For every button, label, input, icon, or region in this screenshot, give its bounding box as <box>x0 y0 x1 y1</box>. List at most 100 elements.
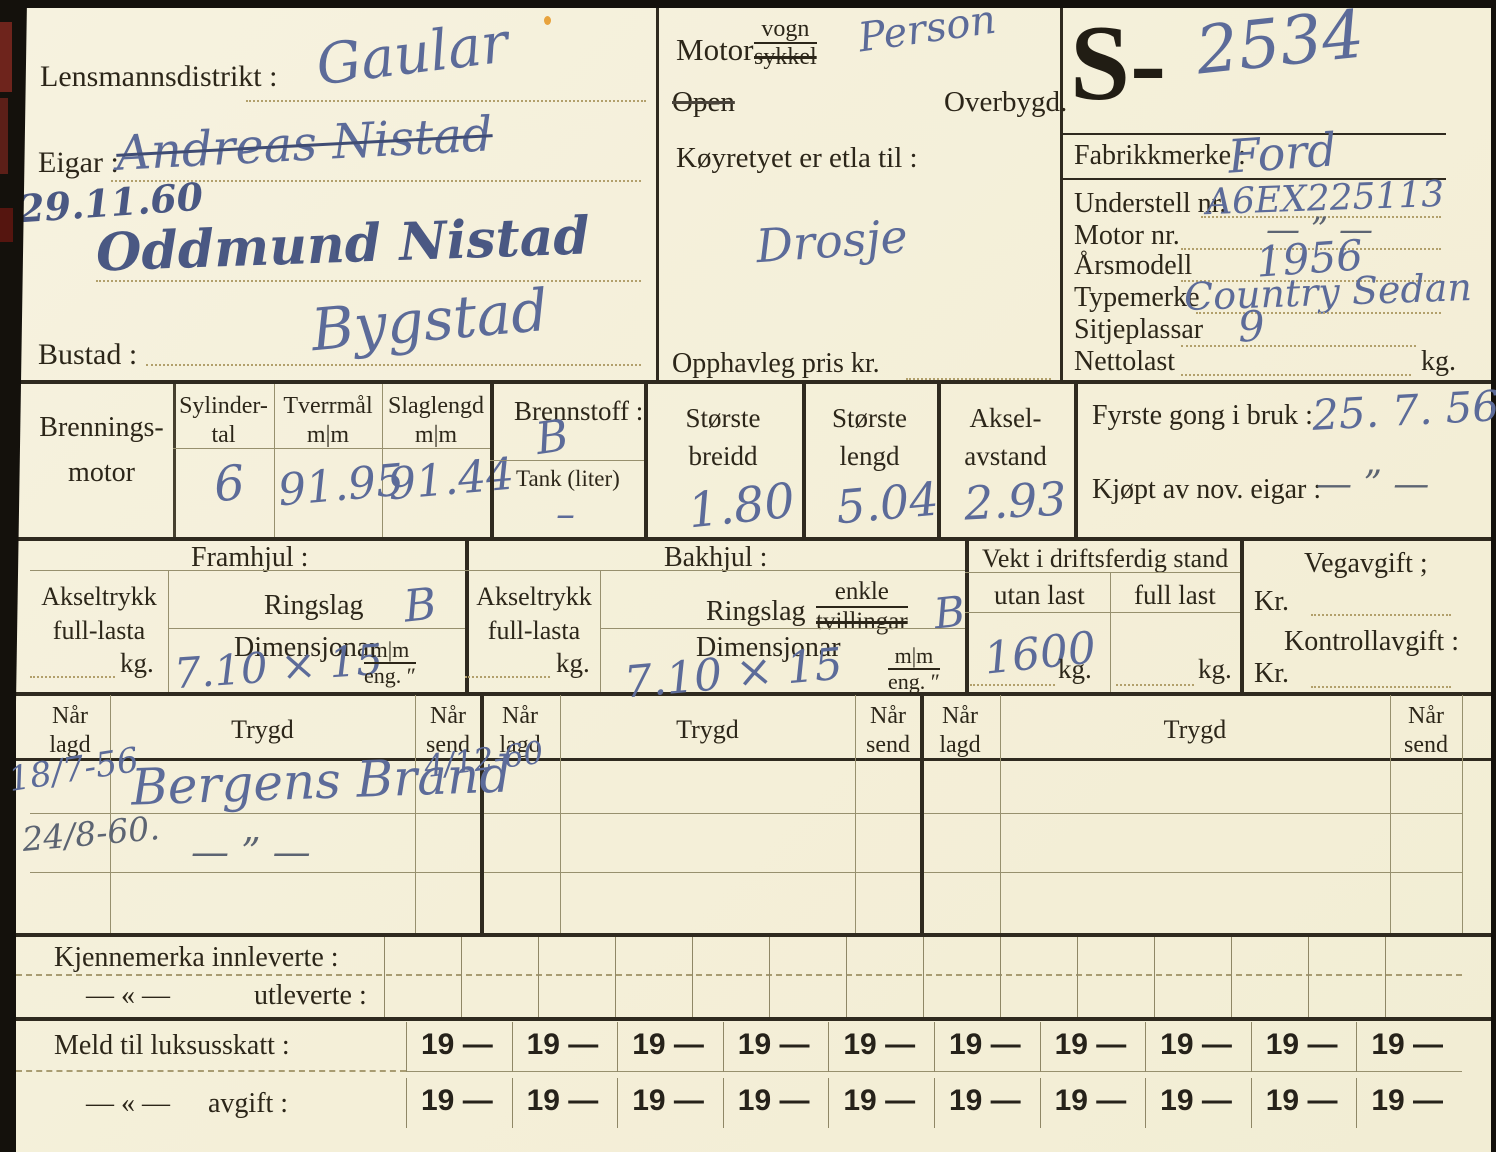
plates-returned-label: Kjennemerka innleverte : <box>54 942 339 973</box>
max-length-header-line2: lengd <box>839 440 900 471</box>
control-fee-kr: Kr. <box>1254 658 1289 689</box>
engine-header-rule <box>173 448 490 449</box>
insurance-g3-made-header: Når lagd <box>920 702 1000 760</box>
luxury-tax-year-cell: 19 — <box>406 1022 512 1072</box>
max-width-handwritten: 1.80 <box>685 472 798 540</box>
rear-ring-rule <box>600 628 965 629</box>
motor-label: Motor <box>676 32 754 67</box>
cylinder-header-line2: tal <box>211 421 236 448</box>
stroke-header: Slaglengd m|m <box>382 392 490 450</box>
luxury-tax-label: Meld til luksusskatt : <box>54 1030 290 1061</box>
first-use-handwritten: 25. 7. 56 <box>1310 381 1496 440</box>
ins-vl-7 <box>1000 695 1001 933</box>
front-axle-line1: Akseltrykk <box>41 582 157 611</box>
front-axle-line2: full-lasta <box>52 615 146 645</box>
max-width-header-line1: Største <box>685 403 761 433</box>
engine-vline-8 <box>1074 384 1078 537</box>
ins-vl-2 <box>415 695 416 933</box>
luxury-tax-year-cell: 19 — <box>1039 1022 1146 1072</box>
max-length-header-line1: Største <box>831 403 907 433</box>
bought-by-label: Kjøpt av nov. eigar : <box>1092 474 1322 505</box>
luxury-tax-year-cell: 19 — <box>1145 1022 1251 1072</box>
rear-ring-label: Ringslag <box>706 596 806 627</box>
full-load-rule <box>1110 612 1240 613</box>
tax-fee-year-cell: 19 — <box>1039 1078 1146 1128</box>
rear-axle-dotted <box>465 676 550 678</box>
max-width-header: Største breidd <box>644 400 802 476</box>
fuel-label: Brennstoff : <box>514 396 644 426</box>
stroke-header-line2: m|m <box>414 421 458 448</box>
front-ring-handwritten: B <box>401 578 439 633</box>
residence-label: Bustad : <box>38 338 138 371</box>
front-wheels-title: Framhjul : <box>191 542 309 573</box>
front-dim-handwritten: 7.10 × 15 <box>172 634 385 699</box>
engine-vline-2 <box>274 384 275 537</box>
rear-mm-label: m|m <box>888 643 940 671</box>
g2-nar2: Når <box>870 703 906 729</box>
price-dotted-line <box>906 378 1051 380</box>
id-rule-1 <box>1060 133 1446 135</box>
rear-wheels-title: Bakhjul : <box>664 542 768 573</box>
plates-ditto: — « — <box>86 980 170 1011</box>
g1-send: send <box>426 731 470 758</box>
max-width-header-line2: breidd <box>688 440 758 471</box>
payload-label: Nettolast <box>1074 346 1176 377</box>
payload-unit: kg. <box>1421 346 1456 377</box>
single-option: enkle <box>816 578 908 608</box>
road-tax-kr: Kr. <box>1254 586 1289 617</box>
purpose-value-handwritten: Drosje <box>754 208 910 274</box>
insurance-header-rule <box>16 758 1491 761</box>
full-load-label: full last <box>1134 580 1216 610</box>
tax-fee-year-cell: 19 — <box>1250 1078 1357 1128</box>
insurance-g3-trygd-header: Trygd <box>1163 715 1227 744</box>
rear-inner-vline <box>600 570 601 692</box>
overbygd-option: Overbygd. <box>944 86 1068 118</box>
scan-artifact-red-mark <box>0 208 13 242</box>
front-dim-label: Dimensjonar <box>234 632 379 663</box>
rear-axle-kg: kg. <box>556 648 590 678</box>
insurance-row2-date-made: 24/8-60. <box>20 808 162 859</box>
original-price-label: Opphavleg pris kr. <box>672 348 880 379</box>
g3-send: send <box>1404 731 1448 758</box>
full-load-dotted <box>1116 684 1194 686</box>
front-title-rule <box>30 570 465 571</box>
tax-fee-year-cell: 19 — <box>406 1078 512 1128</box>
insurance-g3-sent-header: Når send <box>1390 702 1462 760</box>
ins-vl-3 <box>480 695 484 933</box>
g3-nar2: Når <box>1408 703 1444 729</box>
rear-axle-line1: Akseltrykk <box>476 582 592 611</box>
chassis-dotted-line <box>1201 216 1441 218</box>
engine-motor-header-line2: motor <box>68 456 135 488</box>
insurance-row-rule-2 <box>30 872 1462 873</box>
wheelbase-handwritten: 2.93 <box>962 471 1068 531</box>
scan-artifact-red-mark <box>0 22 12 92</box>
front-eng-label: eng. ″ <box>364 663 416 689</box>
ins-vl-5 <box>855 695 856 933</box>
registration-number-handwritten: 2534 <box>1192 0 1368 90</box>
vehicle-kind-handwritten: Person <box>855 0 999 62</box>
ins-vl-1 <box>110 695 111 933</box>
front-axle-kg: kg. <box>120 648 154 678</box>
luxury-tax-year-cell: 19 — <box>617 1022 723 1072</box>
scan-artifact-red-mark <box>0 98 8 174</box>
type-mark-handwritten: Country Sedan <box>1183 264 1473 320</box>
g1-nar2: Når <box>430 703 466 729</box>
insurance-row1-date-made: 18/7-56 <box>5 739 142 801</box>
luxury-tax-year-cell: 19 — <box>933 1022 1040 1072</box>
owner-label: Eigar : <box>38 146 119 179</box>
stroke-header-line1: Slaglengd <box>388 393 484 419</box>
tax-fee-year-cell: 19 — <box>933 1078 1040 1128</box>
max-length-handwritten: 5.04 <box>833 471 941 535</box>
g1-lagd: lagd <box>49 731 91 758</box>
weight-title-rule <box>965 572 1240 573</box>
front-ring-label: Ringslag <box>264 590 364 621</box>
wheels-vline-1 <box>465 537 469 692</box>
rear-title-rule <box>465 570 965 571</box>
id-rule-2 <box>1060 178 1446 180</box>
bought-by-ditto-handwritten: — ” — <box>1316 464 1430 505</box>
stroke-value-handwritten: 91.44 <box>386 448 516 511</box>
sykkel-option-struck: sykkel <box>754 44 817 71</box>
twin-option-struck: tvillingar <box>816 607 908 635</box>
tax-fee-year-row: 19 —19 —19 —19 —19 —19 —19 —19 —19 —19 — <box>406 1078 1462 1128</box>
wheels-vline-3 <box>1240 537 1244 692</box>
